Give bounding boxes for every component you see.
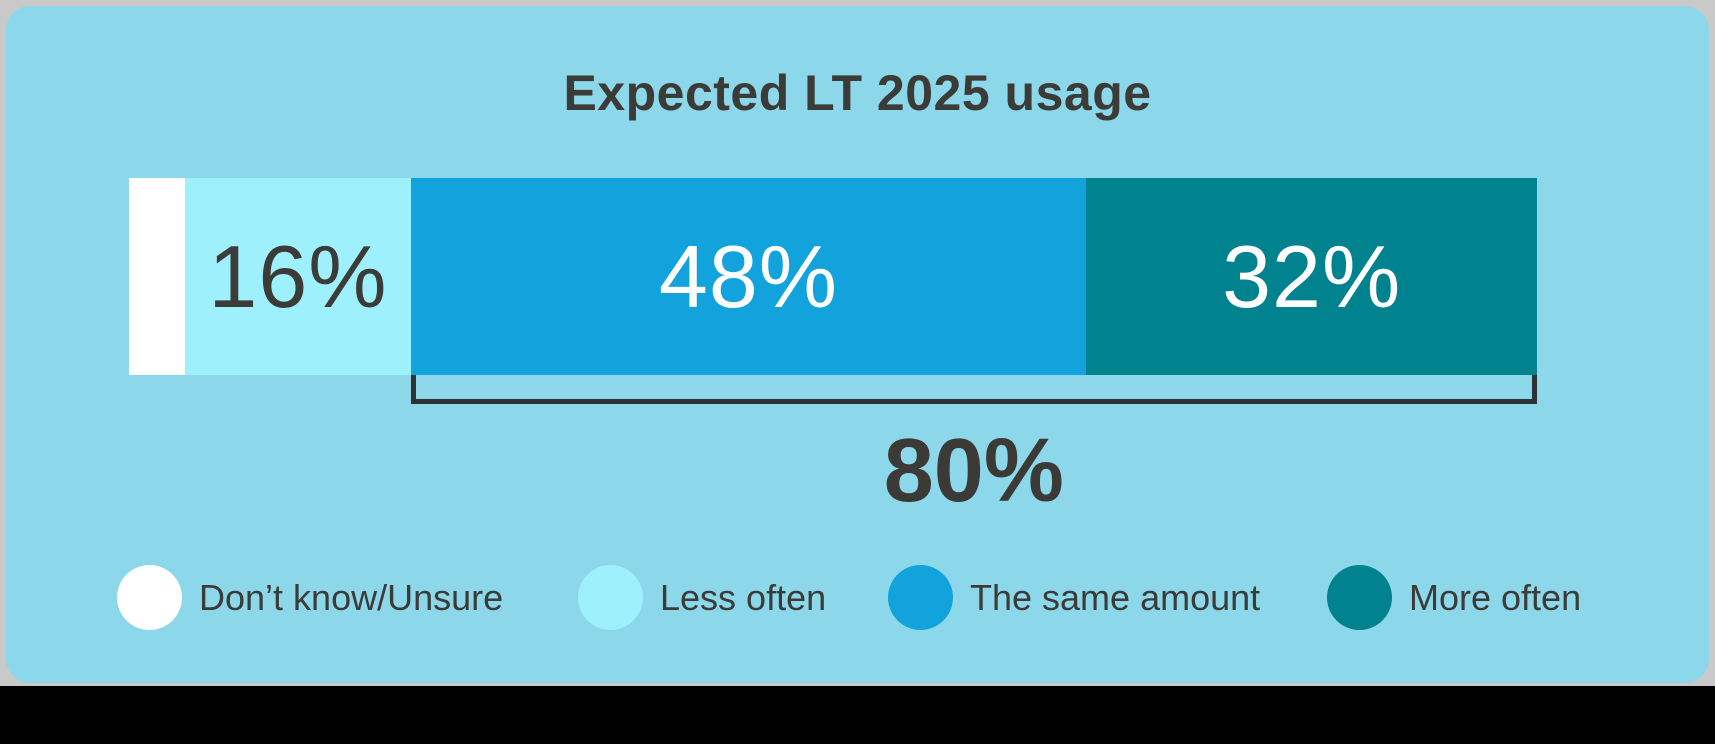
subtotal-label: 80% bbox=[883, 421, 1064, 521]
legend-item-more-often: More often bbox=[1327, 565, 1581, 630]
legend-swatch-the-same-amount bbox=[888, 565, 953, 630]
legend-swatch-don-t-know-unsure bbox=[117, 565, 182, 630]
bar-segment-less-often: 16% bbox=[185, 178, 411, 375]
legend-swatch-less-often bbox=[578, 565, 643, 630]
footer-bar: ▇▆▇ ▆▇▆▆ ▆▇ ▆▆▇▆▆ ▇▆ ▆▇▆ ▇▆▆▇ ▆▆▇ ▆▇▆▆ ▇… bbox=[0, 686, 1715, 744]
legend-label: The same amount bbox=[970, 576, 1261, 618]
legend-swatch-more-often bbox=[1327, 565, 1392, 630]
bar-segment-don-t-know-unsure bbox=[129, 178, 186, 375]
legend-label: Don’t know/Unsure bbox=[199, 576, 504, 618]
chart-title: Expected LT 2025 usage bbox=[563, 65, 1152, 121]
legend-item-don-t-know-unsure: Don’t know/Unsure bbox=[117, 565, 503, 630]
subtotal-bracket bbox=[410, 375, 1537, 404]
legend-item-the-same-amount: The same amount bbox=[888, 565, 1260, 630]
bar-segment-more-often: 32% bbox=[1086, 178, 1537, 375]
bar-segment-the-same-amount: 48% bbox=[410, 178, 1087, 375]
legend-label: More often bbox=[1409, 576, 1582, 618]
legend-item-less-often: Less often bbox=[578, 565, 826, 630]
stacked-bar: 16% 48% 32% bbox=[129, 178, 1537, 375]
legend-label: Less often bbox=[660, 576, 827, 618]
